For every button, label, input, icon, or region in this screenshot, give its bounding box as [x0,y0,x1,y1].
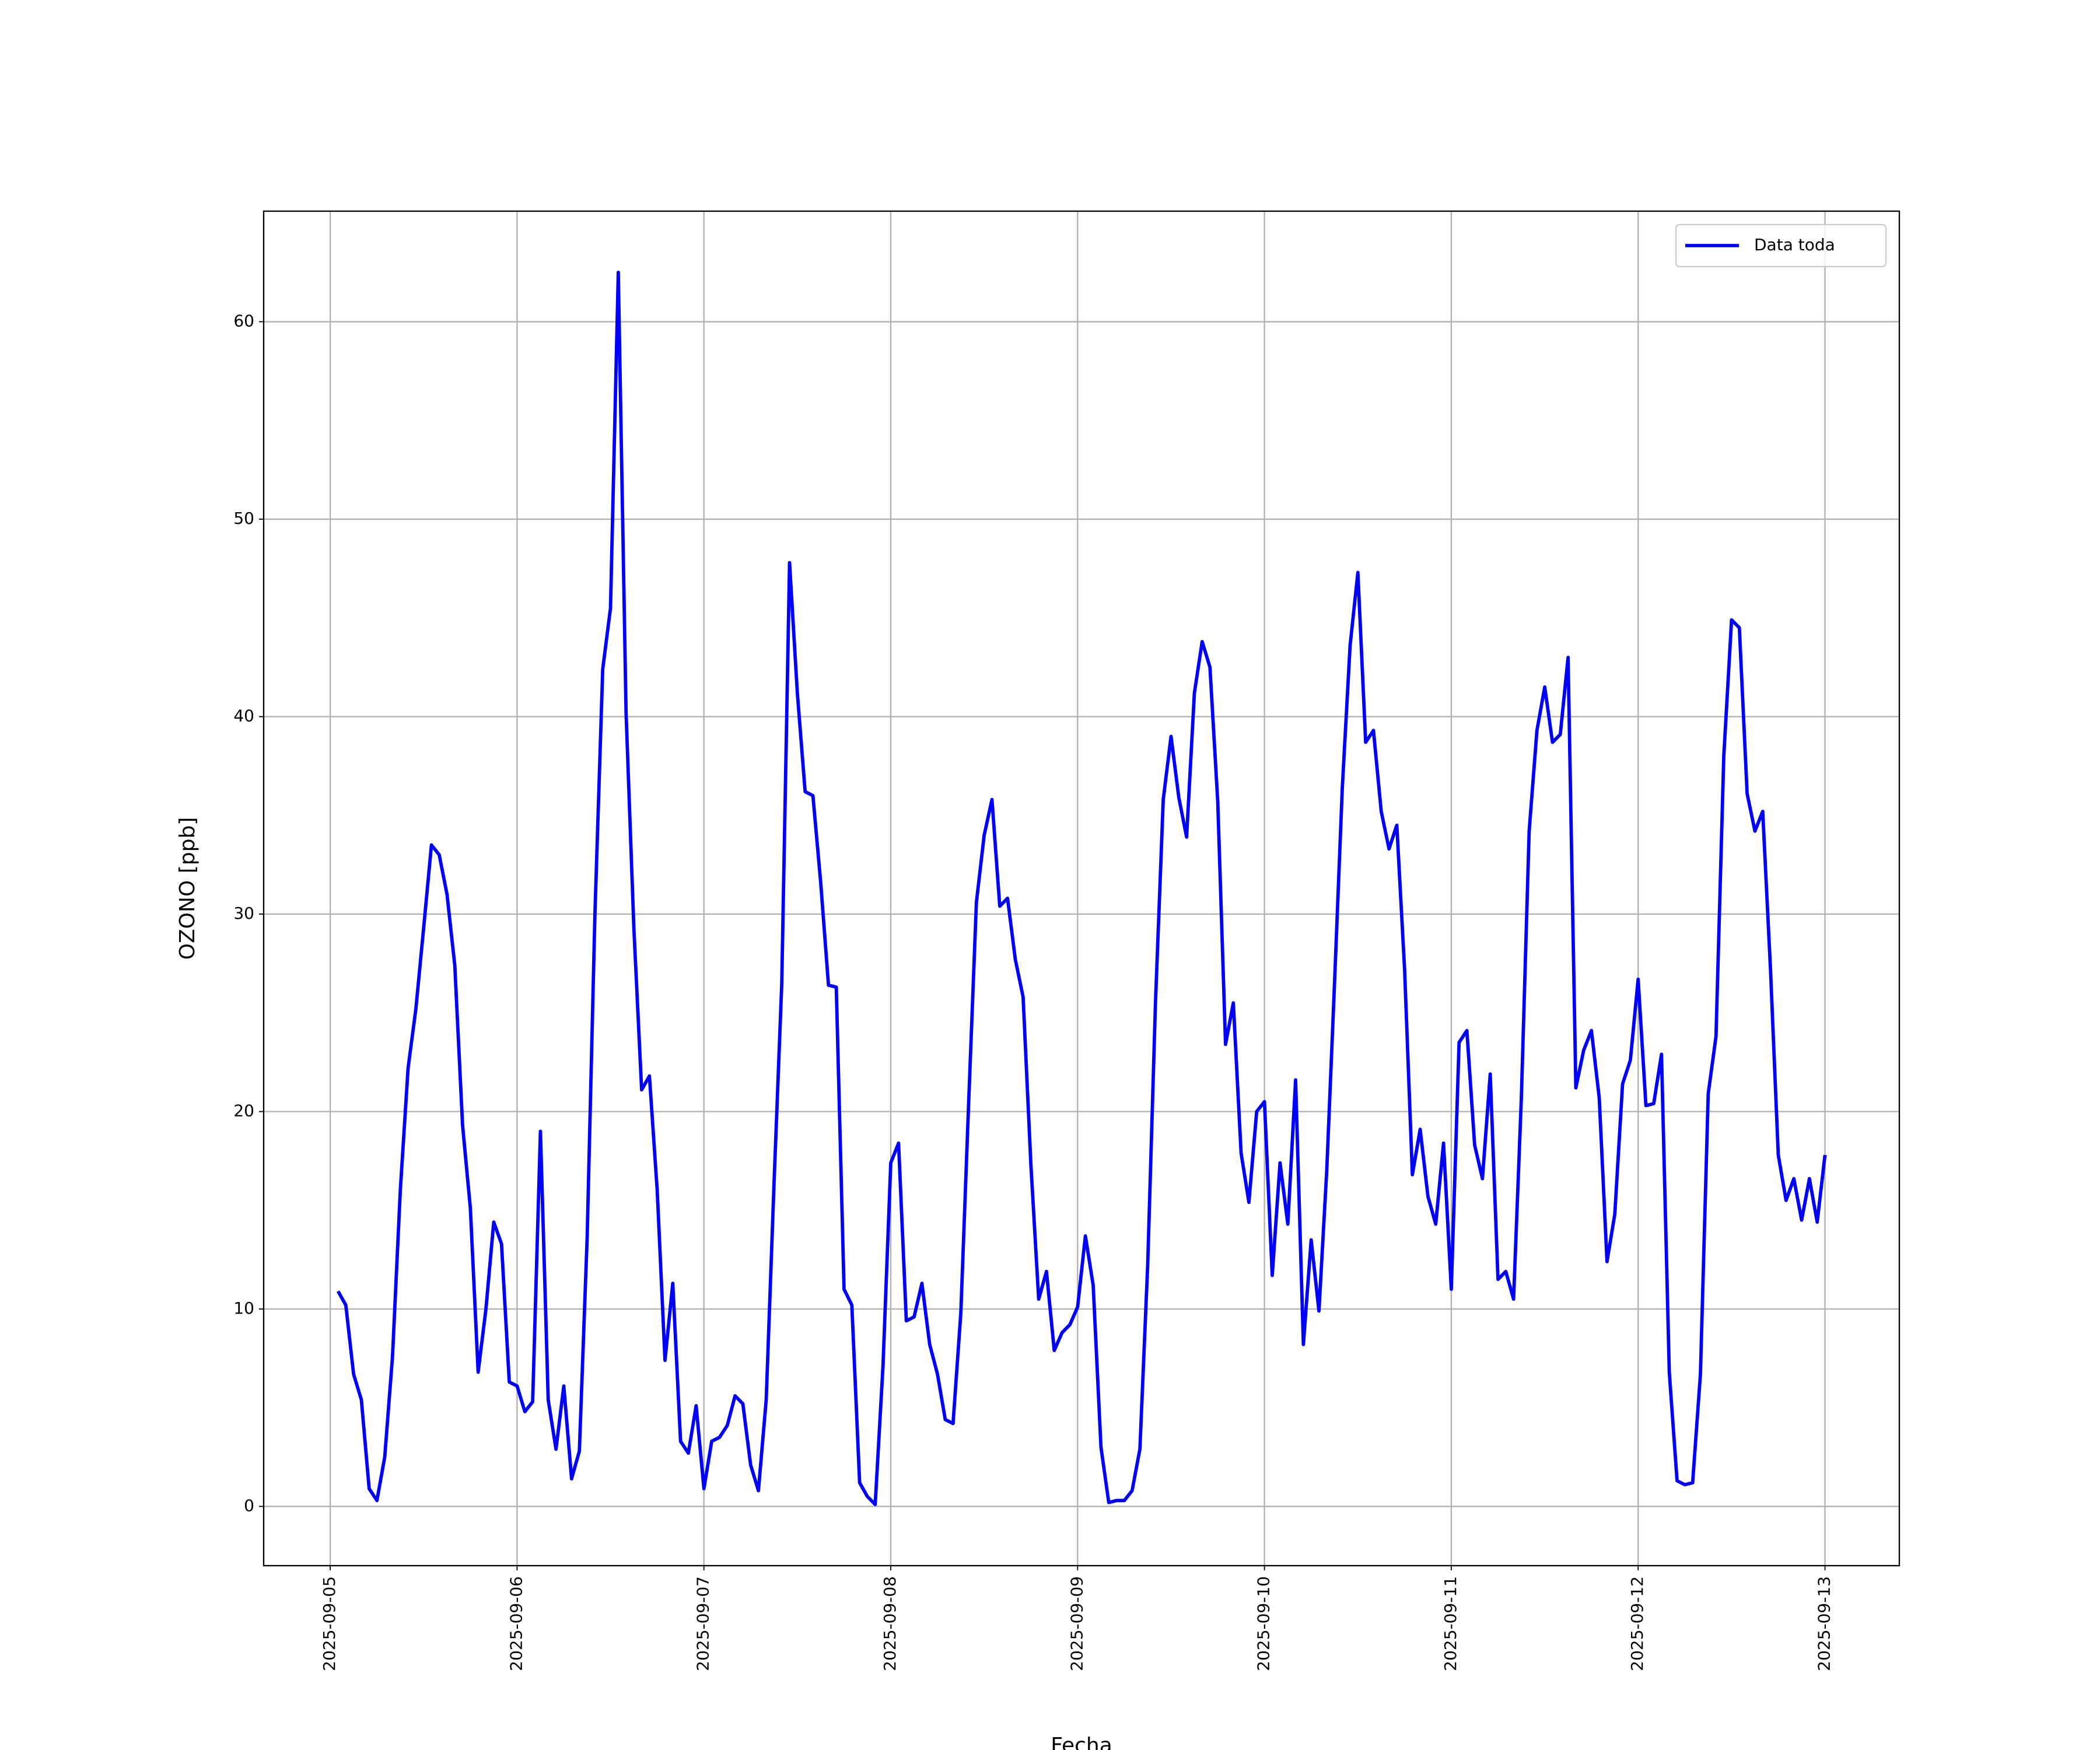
legend-box [1675,223,1887,268]
x-axis-label: Fecha [1051,1734,1112,1750]
y-tick-label: 50 [233,509,254,528]
y-axis-label: OZONO [ppb] [176,817,200,960]
x-tick-label: 2025-09-08 [880,1576,900,1671]
x-tick-label: 2025-09-11 [1441,1576,1460,1671]
x-tick-label: 2025-09-07 [694,1576,713,1671]
legend-label: Data toda [1754,235,1835,254]
y-tick-label: 20 [233,1101,254,1120]
legend: Data toda [1675,223,1887,268]
x-tick-label: 2025-09-05 [320,1576,339,1671]
x-tick-label: 2025-09-10 [1254,1576,1273,1671]
x-tick-label: 2025-09-13 [1815,1576,1834,1671]
plot-area: 0 10 20 30 40 50 60 2025-09-05 2025-09-06 2025-09… [233,211,1899,1671]
x-tick-label: 2025-09-06 [506,1576,526,1671]
y-tick-label: 60 [233,312,254,331]
y-tick-label: 10 [233,1298,254,1318]
x-tick-label: 2025-09-12 [1628,1576,1647,1671]
axes-frame [262,210,1901,1567]
y-tick-label: 40 [233,706,254,726]
y-tick-label: 0 [244,1496,254,1515]
x-tick-label: 2025-09-09 [1067,1576,1086,1671]
y-tick-label: 30 [233,904,254,923]
data-line [336,271,1827,1506]
